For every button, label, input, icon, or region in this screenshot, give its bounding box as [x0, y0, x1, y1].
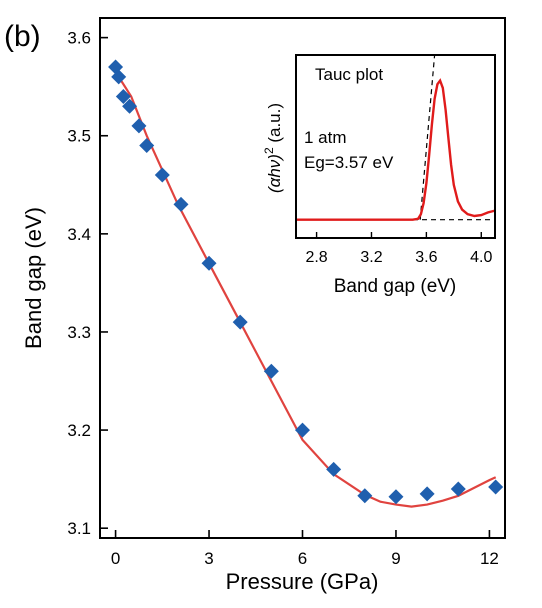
data-point-marker [139, 138, 155, 154]
data-point-marker [263, 363, 279, 379]
inset-x-tick-label: 2.8 [305, 249, 327, 266]
data-point-marker [154, 167, 170, 183]
data-point-marker [419, 486, 435, 502]
y-tick-label: 3.2 [67, 421, 91, 440]
main-chart: 0 3 6 9 123.13.23.33.43.53.6 Pressure (GPa) … [21, 17, 506, 594]
y-axis-title: Band gap (eV) [21, 207, 46, 349]
inset-x-tick-label: 3.2 [360, 249, 382, 266]
y-tick-label: 3.1 [67, 519, 91, 538]
panel-label: (b) [4, 20, 41, 53]
inset-chart: 2.8 3.2 3.6 4.0 Tauc plot 1 atm Eg=3.57 eV … [262, 54, 496, 297]
y-tick-label: 3.5 [67, 127, 91, 146]
inset-x-tick-label: 4.0 [470, 249, 492, 266]
main-plot-frame [99, 17, 506, 539]
y-tick-label: 3.6 [67, 29, 91, 48]
data-point-marker [326, 461, 342, 477]
inset-plot-frame [295, 54, 496, 239]
inset-title: Tauc plot [315, 65, 383, 84]
tauc-curve [296, 78, 496, 221]
data-point-marker [111, 69, 127, 85]
main-ticks: 0 3 6 9 12 3.1 3.2 3.3 3.4 3.5 3.6 [67, 29, 499, 568]
inset-x-tick-label: 3.6 [415, 249, 437, 266]
tangent-dashed-line [419, 54, 436, 220]
data-point-marker [488, 479, 504, 495]
data-point-marker [201, 255, 217, 271]
data-point-marker [173, 196, 189, 212]
data-point-marker [295, 422, 310, 438]
x-tick-label: 3 [204, 549, 213, 568]
data-point-marker [131, 118, 147, 134]
inset-x-axis-title: Band gap (eV) [334, 276, 457, 297]
x-tick-label: 0 [111, 549, 120, 568]
data-point-marker [450, 481, 466, 497]
x-tick-label: 9 [391, 549, 400, 568]
data-point-marker [122, 98, 138, 114]
data-point-marker [115, 88, 131, 104]
inset-y-axis-title-unit: (a.u.) [265, 103, 284, 147]
x-tick-label: 12 [480, 549, 499, 568]
data-point-marker [388, 489, 404, 505]
inset-y-axis-title-superscript: 2 [262, 147, 276, 154]
data-markers [108, 59, 504, 505]
y-tick-label: 3.3 [67, 323, 91, 342]
x-axis-title: Pressure (GPa) [226, 569, 379, 594]
inset-ticks: 2.8 3.2 3.6 4.0 [305, 232, 492, 266]
inset-annotation-bandgap: Eg=3.57 eV [304, 153, 394, 172]
data-point-marker [357, 488, 373, 504]
inset-y-axis-title: (αhν)2 (a.u.) [262, 103, 284, 193]
data-point-marker [232, 314, 248, 330]
inset-y-axis-title-main: (αhν) [265, 154, 284, 193]
x-tick-label: 6 [298, 549, 307, 568]
inset-annotation-pressure: 1 atm [304, 128, 347, 147]
y-tick-label: 3.4 [67, 225, 91, 244]
